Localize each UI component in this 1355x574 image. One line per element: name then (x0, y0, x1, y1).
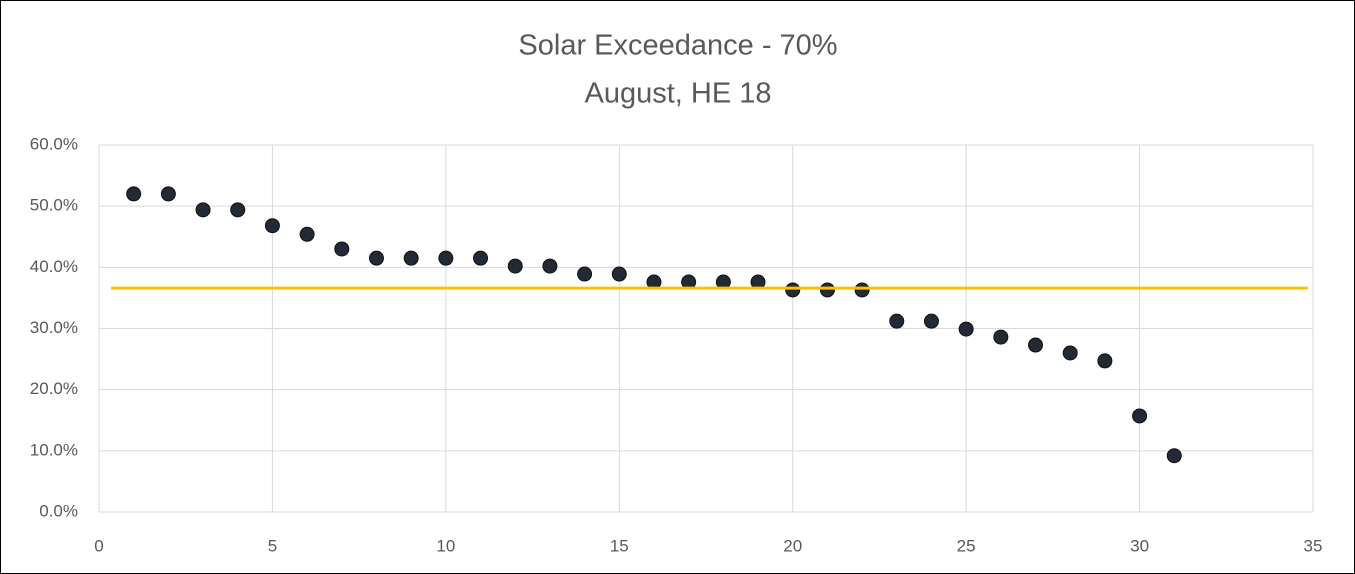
scatter-point (334, 241, 350, 257)
scatter-point (507, 258, 523, 274)
x-tick-label: 25 (957, 536, 976, 555)
scatter-point (993, 329, 1009, 345)
y-tick-label: 20.0% (30, 379, 78, 398)
scatter-point (264, 218, 280, 234)
scatter-point (819, 282, 835, 298)
x-tick-label: 5 (268, 536, 277, 555)
scatter-point (299, 226, 315, 242)
y-tick-label: 60.0% (30, 134, 78, 153)
scatter-point (577, 266, 593, 282)
x-tick-label: 35 (1304, 536, 1323, 555)
scatter-point (473, 250, 489, 266)
scatter-point (1166, 448, 1182, 464)
scatter-point (126, 186, 142, 202)
x-tick-label: 20 (783, 536, 802, 555)
y-tick-label: 50.0% (30, 196, 78, 215)
scatter-point (1097, 353, 1113, 369)
scatter-point (1132, 408, 1148, 424)
scatter-point (958, 321, 974, 337)
scatter-point (403, 250, 419, 266)
x-tick-label: 15 (610, 536, 629, 555)
scatter-point (785, 282, 801, 298)
scatter-point (160, 186, 176, 202)
scatter-point (438, 250, 454, 266)
scatter-point (542, 258, 558, 274)
chart-title: Solar Exceedance - 70% (518, 30, 837, 62)
scatter-point (611, 266, 627, 282)
y-tick-label: 0.0% (39, 501, 78, 520)
scatter-point (230, 202, 246, 218)
x-tick-label: 0 (94, 536, 103, 555)
scatter-point (923, 313, 939, 329)
y-tick-label: 10.0% (30, 440, 78, 459)
x-tick-label: 10 (436, 536, 455, 555)
scatter-point (1028, 337, 1044, 353)
scatter-point (889, 313, 905, 329)
x-tick-label: 30 (1130, 536, 1149, 555)
y-tick-label: 40.0% (30, 257, 78, 276)
y-tick-label: 30.0% (30, 318, 78, 337)
scatter-point (368, 250, 384, 266)
chart-subtitle: August, HE 18 (585, 78, 772, 110)
scatter-point (1062, 345, 1078, 361)
scatter-point (854, 282, 870, 298)
scatter-point (195, 202, 211, 218)
